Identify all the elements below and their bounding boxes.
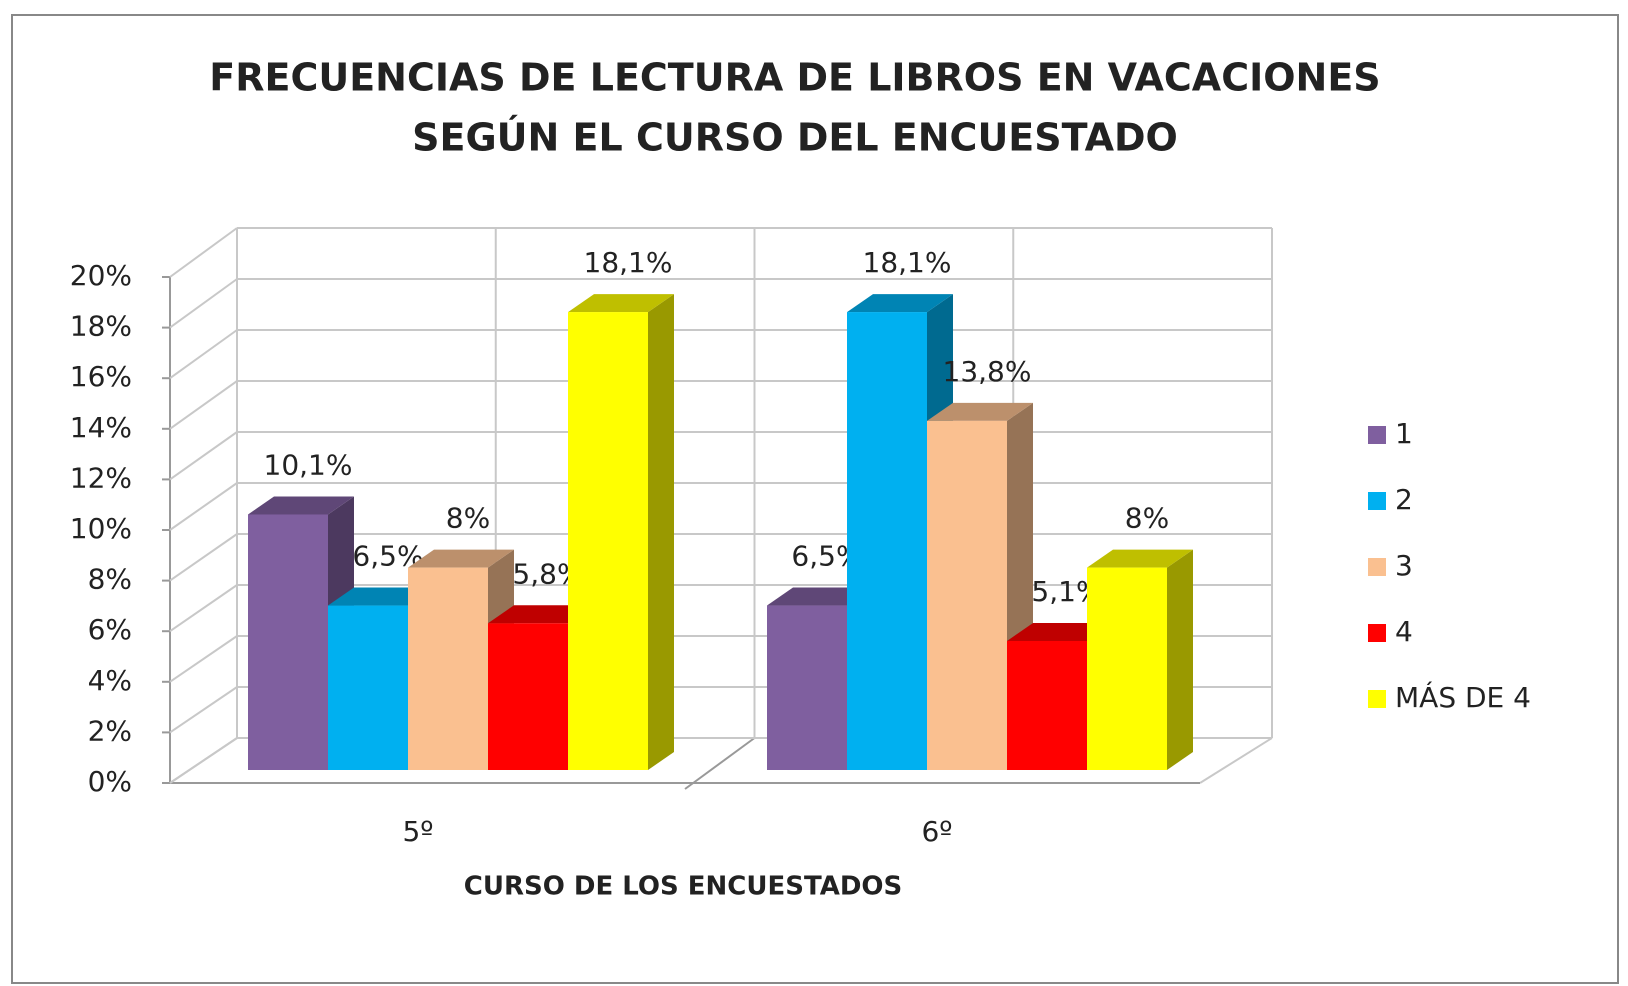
y-tick-label: 14%	[70, 411, 132, 444]
chart-title: SEGÚN EL CURSO DEL ENCUESTADO	[412, 116, 1178, 160]
bar-top	[408, 549, 514, 568]
x-tick-label: 6º	[921, 815, 952, 848]
chart-title: FRECUENCIAS DE LECTURA DE LIBROS EN VACA…	[209, 56, 1380, 100]
grid-line	[169, 584, 238, 633]
bar-top	[328, 587, 434, 606]
bar	[568, 312, 648, 770]
bar	[408, 567, 488, 770]
y-tick-label: 2%	[88, 714, 132, 747]
floor-divider	[684, 737, 756, 790]
legend-swatch	[1368, 558, 1386, 576]
y-tick-label: 4%	[88, 664, 132, 697]
y-tick-label: 6%	[88, 613, 132, 646]
value-label: 8%	[1125, 502, 1169, 535]
grid-line	[169, 533, 238, 582]
grid-line	[169, 482, 238, 531]
value-label: 18,1%	[863, 246, 952, 279]
y-tick-label: 12%	[70, 461, 132, 494]
bar	[767, 605, 847, 770]
value-label: 10,1%	[264, 448, 353, 481]
value-label: 13,8%	[943, 355, 1032, 388]
legend-label: 3	[1395, 549, 1413, 582]
bar	[248, 514, 328, 770]
bar-top	[767, 587, 873, 606]
legend-label: 2	[1395, 483, 1413, 516]
bar-top	[568, 294, 674, 313]
bar-top	[1087, 549, 1193, 568]
y-tick-label: 20%	[70, 259, 132, 292]
grid-line	[169, 278, 238, 329]
bar-side	[1167, 549, 1193, 770]
bar-top	[927, 402, 1033, 421]
grid-line	[169, 737, 238, 784]
legend-label: 4	[1395, 615, 1413, 648]
bar-top	[488, 605, 594, 624]
x-axis-label: CURSO DE LOS ENCUESTADOS	[464, 872, 902, 902]
wall-edge	[1199, 737, 1273, 784]
bar-top	[248, 496, 354, 515]
bar	[1087, 567, 1167, 770]
y-tick-label: 0%	[88, 765, 132, 798]
bar	[328, 605, 408, 770]
value-label: 18,1%	[584, 246, 673, 279]
bar	[1007, 640, 1087, 770]
legend-label: 1	[1395, 417, 1413, 450]
bar-top	[847, 294, 953, 313]
grid-line	[169, 329, 238, 380]
legend-swatch	[1368, 690, 1386, 708]
grid-line	[169, 227, 238, 278]
legend-swatch	[1368, 492, 1386, 510]
grid-line	[169, 686, 238, 734]
legend-swatch	[1368, 624, 1386, 642]
bar-top	[1007, 622, 1113, 641]
bar-side	[648, 294, 674, 770]
bar	[847, 312, 927, 770]
bar	[927, 420, 1007, 770]
legend-label: MÁS DE 4	[1395, 680, 1531, 714]
bar	[488, 623, 568, 770]
y-tick-label: 10%	[70, 512, 132, 545]
grid-line	[169, 431, 238, 481]
y-tick-label: 8%	[88, 563, 132, 596]
legend-swatch	[1368, 426, 1386, 444]
y-tick-label: 18%	[70, 310, 132, 343]
value-label: 8%	[446, 502, 490, 535]
grid-line	[169, 380, 238, 430]
x-tick-label: 5º	[402, 815, 433, 848]
grid-line	[169, 635, 238, 683]
y-tick-label: 16%	[70, 360, 132, 393]
